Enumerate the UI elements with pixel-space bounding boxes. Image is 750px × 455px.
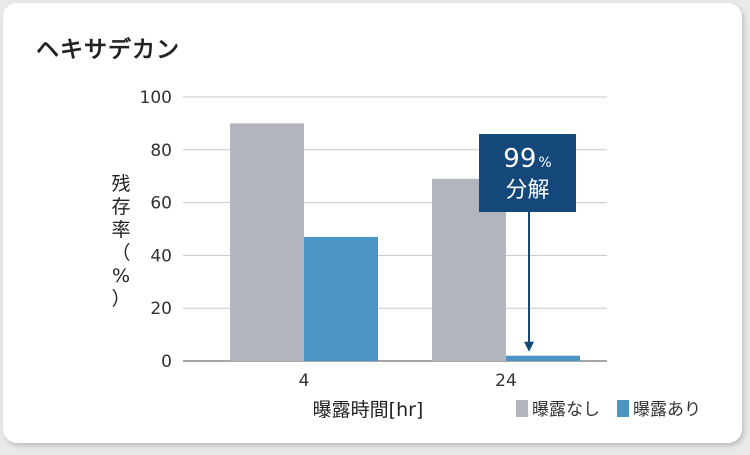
y-tick-label: 80 (150, 141, 172, 161)
legend-swatch-曝露あり (617, 400, 629, 417)
y-tick-label: 100 (140, 88, 172, 108)
y-tick-label: 0 (161, 352, 172, 372)
y-tick-label: 60 (150, 194, 172, 214)
callout-box (479, 134, 576, 212)
callout-text: 分解 (505, 178, 549, 203)
y-axis-label: 残存率（%） (111, 173, 130, 310)
y-tick-label: 40 (150, 246, 172, 266)
chart-title: ヘキサデカン (36, 37, 180, 63)
x-tick-label: 4 (299, 371, 310, 391)
legend-swatch-曝露なし (516, 400, 528, 417)
legend-label: 曝露なし (532, 400, 600, 420)
bar-曝露なし-4 (230, 123, 304, 362)
y-tick-label: 20 (150, 299, 172, 319)
legend-label: 曝露あり (633, 400, 701, 420)
chart-card (3, 3, 742, 443)
x-tick-label: 24 (495, 371, 517, 391)
callout-value: 99% (503, 144, 551, 174)
bar-曝露あり-24 (506, 355, 580, 361)
x-axis-label: 曝露時間[hr] (313, 399, 424, 421)
bar-曝露あり-4 (304, 236, 378, 361)
callout-arrow-head (524, 341, 534, 352)
